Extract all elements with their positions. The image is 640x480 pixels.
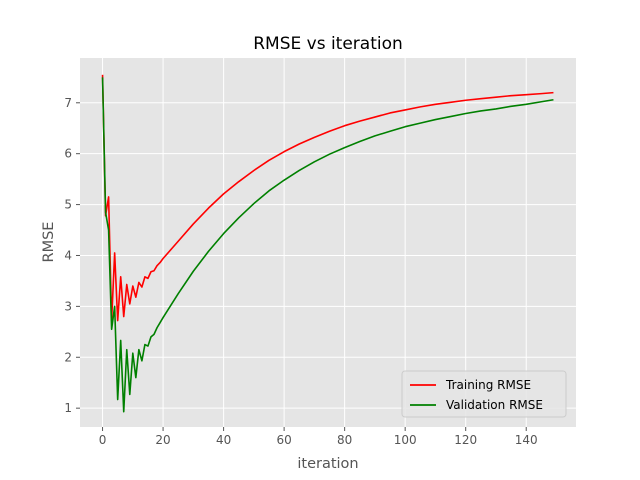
legend-box xyxy=(401,370,567,418)
x-axis-label: iteration xyxy=(297,456,358,472)
y-tick-label: 4 xyxy=(64,248,72,262)
y-tick-label: 6 xyxy=(64,147,72,161)
chart-title: RMSE vs iteration xyxy=(253,34,403,54)
y-tick-label: 3 xyxy=(64,299,72,313)
y-tick-label: 1 xyxy=(64,401,72,415)
x-tick-label: 80 xyxy=(337,433,352,447)
y-tick-label: 5 xyxy=(64,198,72,212)
x-tick-label: 60 xyxy=(276,433,291,447)
x-tick-label: 100 xyxy=(394,433,417,447)
y-axis-label: RMSE xyxy=(41,222,57,263)
x-tick-label: 140 xyxy=(515,433,538,447)
x-tick-label: 40 xyxy=(216,433,231,447)
legend-label: Training RMSE xyxy=(445,378,531,392)
x-tick-label: 120 xyxy=(454,433,477,447)
series-line-training xyxy=(101,74,554,322)
x-tick-label: 20 xyxy=(155,433,170,447)
series-line-validation xyxy=(101,77,554,413)
x-tick-label: 0 xyxy=(99,433,107,447)
legend-label: Validation RMSE xyxy=(446,398,543,412)
y-tick-label: 7 xyxy=(64,96,72,110)
y-tick-label: 2 xyxy=(64,350,72,364)
